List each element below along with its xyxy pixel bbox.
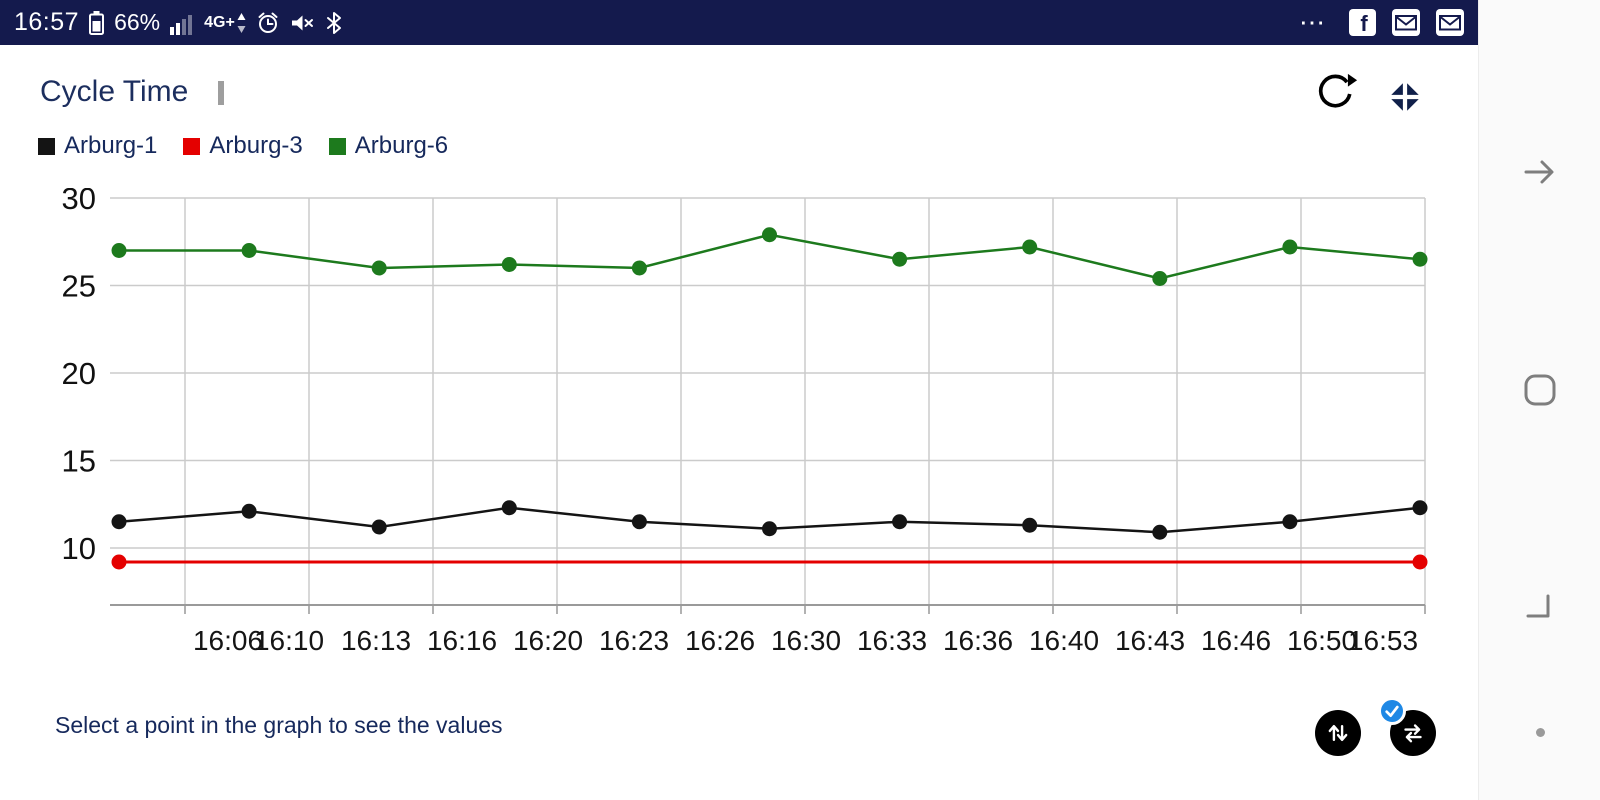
refresh-button[interactable] xyxy=(1314,72,1358,116)
chart-point[interactable] xyxy=(1282,239,1298,255)
legend-swatch-green xyxy=(328,137,346,155)
legend-item-arburg-6[interactable]: Arburg-6 xyxy=(328,132,449,160)
sort-vertical-button[interactable] xyxy=(1315,710,1361,756)
back-button[interactable] xyxy=(1520,152,1560,192)
facebook-icon: f xyxy=(1349,9,1376,36)
svg-text:16:30: 16:30 xyxy=(771,625,841,656)
recents-icon xyxy=(1526,594,1550,618)
legend-label: Arburg-1 xyxy=(64,132,158,159)
svg-text:16:16: 16:16 xyxy=(427,625,497,656)
svg-text:16:40: 16:40 xyxy=(1029,625,1099,656)
home-icon xyxy=(1524,374,1556,406)
chart-point[interactable] xyxy=(1412,554,1428,570)
legend-swatch-black xyxy=(38,137,55,155)
legend-item-arburg-1[interactable]: Arburg-1 xyxy=(38,132,157,160)
chart-point[interactable] xyxy=(111,243,127,258)
svg-text:20: 20 xyxy=(62,356,96,391)
chart-point[interactable] xyxy=(111,514,127,530)
svg-text:16:33: 16:33 xyxy=(857,625,927,656)
svg-text:16:13: 16:13 xyxy=(341,625,411,656)
svg-text:25: 25 xyxy=(62,269,96,304)
chart-point[interactable] xyxy=(241,243,257,258)
chart-legend: Arburg-1 Arburg-3 Arburg-6 xyxy=(38,132,448,160)
chart-point[interactable] xyxy=(892,251,908,267)
collapse-icon xyxy=(1391,83,1419,111)
swap-horizontal-icon xyxy=(1404,724,1422,743)
more-icon: ⋯ xyxy=(1299,7,1327,37)
svg-text:15: 15 xyxy=(62,444,96,479)
svg-text:30: 30 xyxy=(62,188,96,216)
chart-point[interactable] xyxy=(762,227,777,243)
legend-label: Arburg-6 xyxy=(354,132,449,159)
svg-text:16:06: 16:06 xyxy=(193,625,263,656)
refresh-icon xyxy=(1318,73,1358,108)
email-icon xyxy=(1392,9,1420,36)
svg-text:10: 10 xyxy=(62,531,96,566)
page-title: Cycle Time xyxy=(40,75,189,108)
home-button[interactable] xyxy=(1520,370,1560,410)
chart-point[interactable] xyxy=(241,503,257,519)
legend-item-arburg-3[interactable]: Arburg-3 xyxy=(183,132,303,160)
chart-point[interactable] xyxy=(1282,514,1298,530)
chart-point[interactable] xyxy=(371,519,387,535)
svg-text:16:43: 16:43 xyxy=(1115,625,1185,656)
android-status-bar: 16:57 66% 4G+ xyxy=(0,0,1478,45)
bluetooth-icon xyxy=(324,11,344,35)
chart-point[interactable] xyxy=(371,260,387,276)
chart-point[interactable] xyxy=(1152,271,1168,286)
verified-badge xyxy=(1378,697,1406,725)
legend-label: Arburg-3 xyxy=(209,132,303,159)
email-icon-2 xyxy=(1436,9,1464,36)
mute-icon xyxy=(290,11,314,35)
status-time: 16:57 xyxy=(14,8,80,36)
back-icon xyxy=(1524,160,1554,184)
recents-button[interactable] xyxy=(1520,588,1560,628)
signal-icon xyxy=(170,11,194,35)
network-label: 4G+ xyxy=(204,13,235,31)
svg-text:16:36: 16:36 xyxy=(943,625,1013,656)
chart-point[interactable] xyxy=(631,514,647,530)
chart-point[interactable] xyxy=(762,521,777,537)
battery-percent: 66% xyxy=(114,9,161,35)
status-bar-notifications: ⋯ f xyxy=(1299,7,1464,38)
nav-hide-dot[interactable] xyxy=(1536,728,1545,737)
alarm-icon xyxy=(256,11,280,35)
svg-text:f: f xyxy=(1360,11,1368,36)
network-4g-icon: 4G+ xyxy=(204,12,246,34)
chart-point[interactable] xyxy=(1022,517,1038,533)
svg-text:16:50: 16:50 xyxy=(1287,625,1357,656)
svg-text:16:20: 16:20 xyxy=(513,625,583,656)
svg-text:16:23: 16:23 xyxy=(599,625,669,656)
chart-point[interactable] xyxy=(501,500,517,516)
svg-text:16:10: 16:10 xyxy=(254,625,324,656)
cycle-time-chart[interactable]: 30 25 20 15 10 16:06 16:10 16:13 16:16 16:20 16:23… xyxy=(60,181,1440,668)
chart-point[interactable] xyxy=(1152,524,1168,540)
chart-point[interactable] xyxy=(1022,239,1038,255)
android-nav-bar xyxy=(1478,0,1600,800)
svg-text:16:26: 16:26 xyxy=(685,625,755,656)
collapse-button[interactable] xyxy=(1386,78,1424,116)
check-icon xyxy=(1385,705,1399,717)
chart-point[interactable] xyxy=(892,514,908,530)
swap-vertical-icon xyxy=(1328,724,1348,742)
chart-point[interactable] xyxy=(501,257,517,272)
chart-point[interactable] xyxy=(111,554,127,570)
chart-hint-text: Select a point in the graph to see the v… xyxy=(55,712,503,738)
legend-swatch-red xyxy=(183,137,201,155)
battery-icon xyxy=(89,10,105,35)
chart-point[interactable] xyxy=(631,260,647,276)
text-cursor xyxy=(218,81,224,105)
chart-point[interactable] xyxy=(1412,500,1428,516)
svg-text:16:53: 16:53 xyxy=(1348,625,1418,656)
svg-text:16:46: 16:46 xyxy=(1201,625,1271,656)
chart-point[interactable] xyxy=(1412,251,1428,267)
